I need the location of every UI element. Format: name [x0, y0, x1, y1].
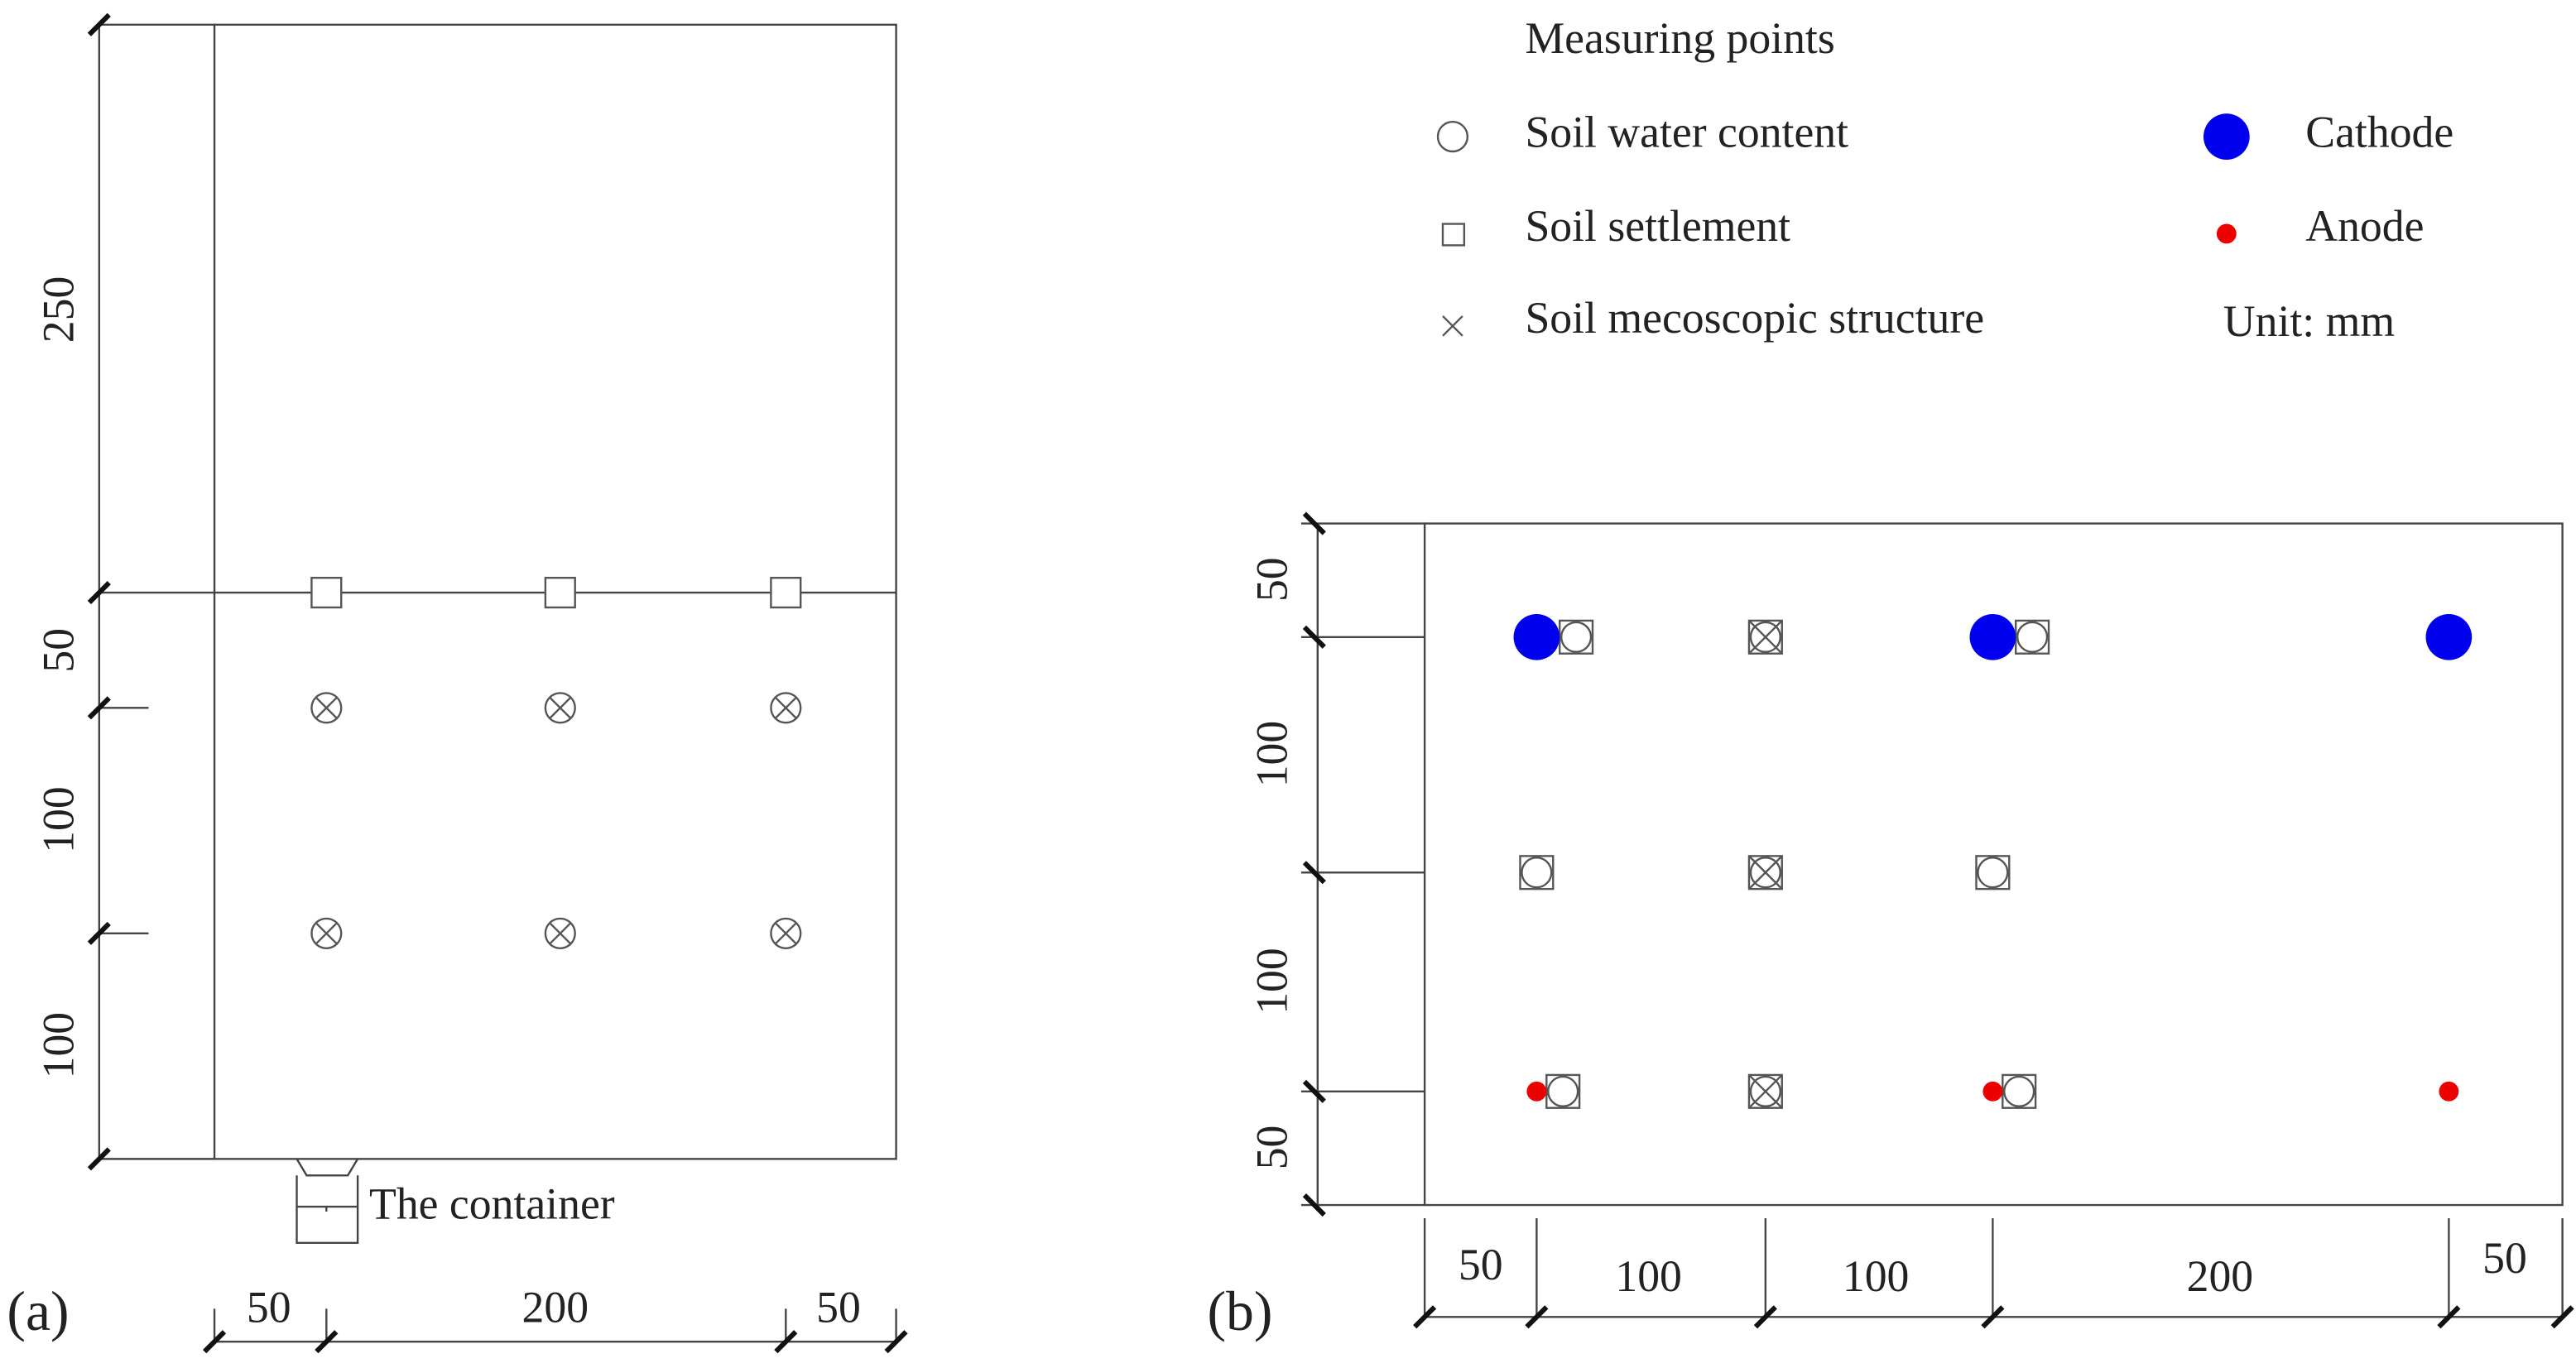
settlement-points — [310, 577, 802, 609]
dim-label: 200 — [2187, 1251, 2254, 1301]
dim-label: 50 — [1247, 557, 1296, 602]
dim-label: 100 — [1247, 721, 1296, 788]
square-circle-points — [1519, 619, 2050, 1109]
legend-item: Soil settlement — [1525, 201, 1790, 251]
dim-label: 50 — [816, 1283, 861, 1332]
dim-ticks — [1413, 1305, 2574, 1329]
legend: Measuring points Soil water content Soil… — [1436, 13, 2453, 346]
dim-ext — [213, 1308, 897, 1342]
legend-item: Cathode — [2305, 107, 2453, 156]
dim-label: 100 — [1247, 948, 1296, 1015]
dim-ticks — [1302, 511, 1326, 1217]
dim-label: 100 — [33, 1012, 83, 1079]
panel-label: (b) — [1208, 1280, 1273, 1342]
container-box — [1423, 522, 2564, 1207]
dim-label: 50 — [1247, 1126, 1296, 1170]
anodes — [1526, 1081, 2459, 1102]
panel-label: (a) — [7, 1280, 69, 1342]
legend-item: Soil mecoscopic structure — [1525, 293, 1984, 343]
dim-label: 50 — [1459, 1240, 1503, 1289]
legend-icon — [1441, 223, 1466, 247]
dim-label: 200 — [522, 1283, 589, 1332]
cathodes — [1513, 613, 2473, 660]
legend-icon — [1442, 315, 1463, 337]
dim-ticks — [87, 12, 111, 1171]
dim-ticks — [203, 1330, 908, 1354]
cross-circle-points — [310, 692, 802, 949]
dim-ext — [1423, 1217, 2564, 1318]
legend-icon — [2216, 223, 2237, 244]
legend-item: Anode — [2305, 201, 2424, 251]
legend-item: Soil water content — [1525, 107, 1848, 156]
dim-label: 50 — [33, 628, 83, 673]
panel-a: 250 50 100 100 The container 50 200 50 (… — [7, 12, 908, 1354]
dim-ext — [1300, 522, 1425, 1207]
panel-b: 50 100 100 50 50 100 — [1208, 511, 2574, 1342]
dim-label: 250 — [33, 276, 83, 343]
legend-title: Measuring points — [1525, 13, 1834, 63]
dim-label: 100 — [33, 786, 83, 853]
container-label: The container — [369, 1178, 615, 1228]
unit-label: Unit: mm — [2223, 296, 2395, 346]
dim-label: 100 — [1615, 1251, 1682, 1301]
dim-label: 50 — [2482, 1233, 2527, 1283]
dim-label: 100 — [1843, 1251, 1910, 1301]
legend-icon — [2203, 113, 2250, 160]
container-icon — [296, 1158, 359, 1245]
dim-label: 50 — [247, 1283, 291, 1332]
legend-icon — [1436, 121, 1469, 153]
square-cross-points — [1747, 619, 1783, 1109]
